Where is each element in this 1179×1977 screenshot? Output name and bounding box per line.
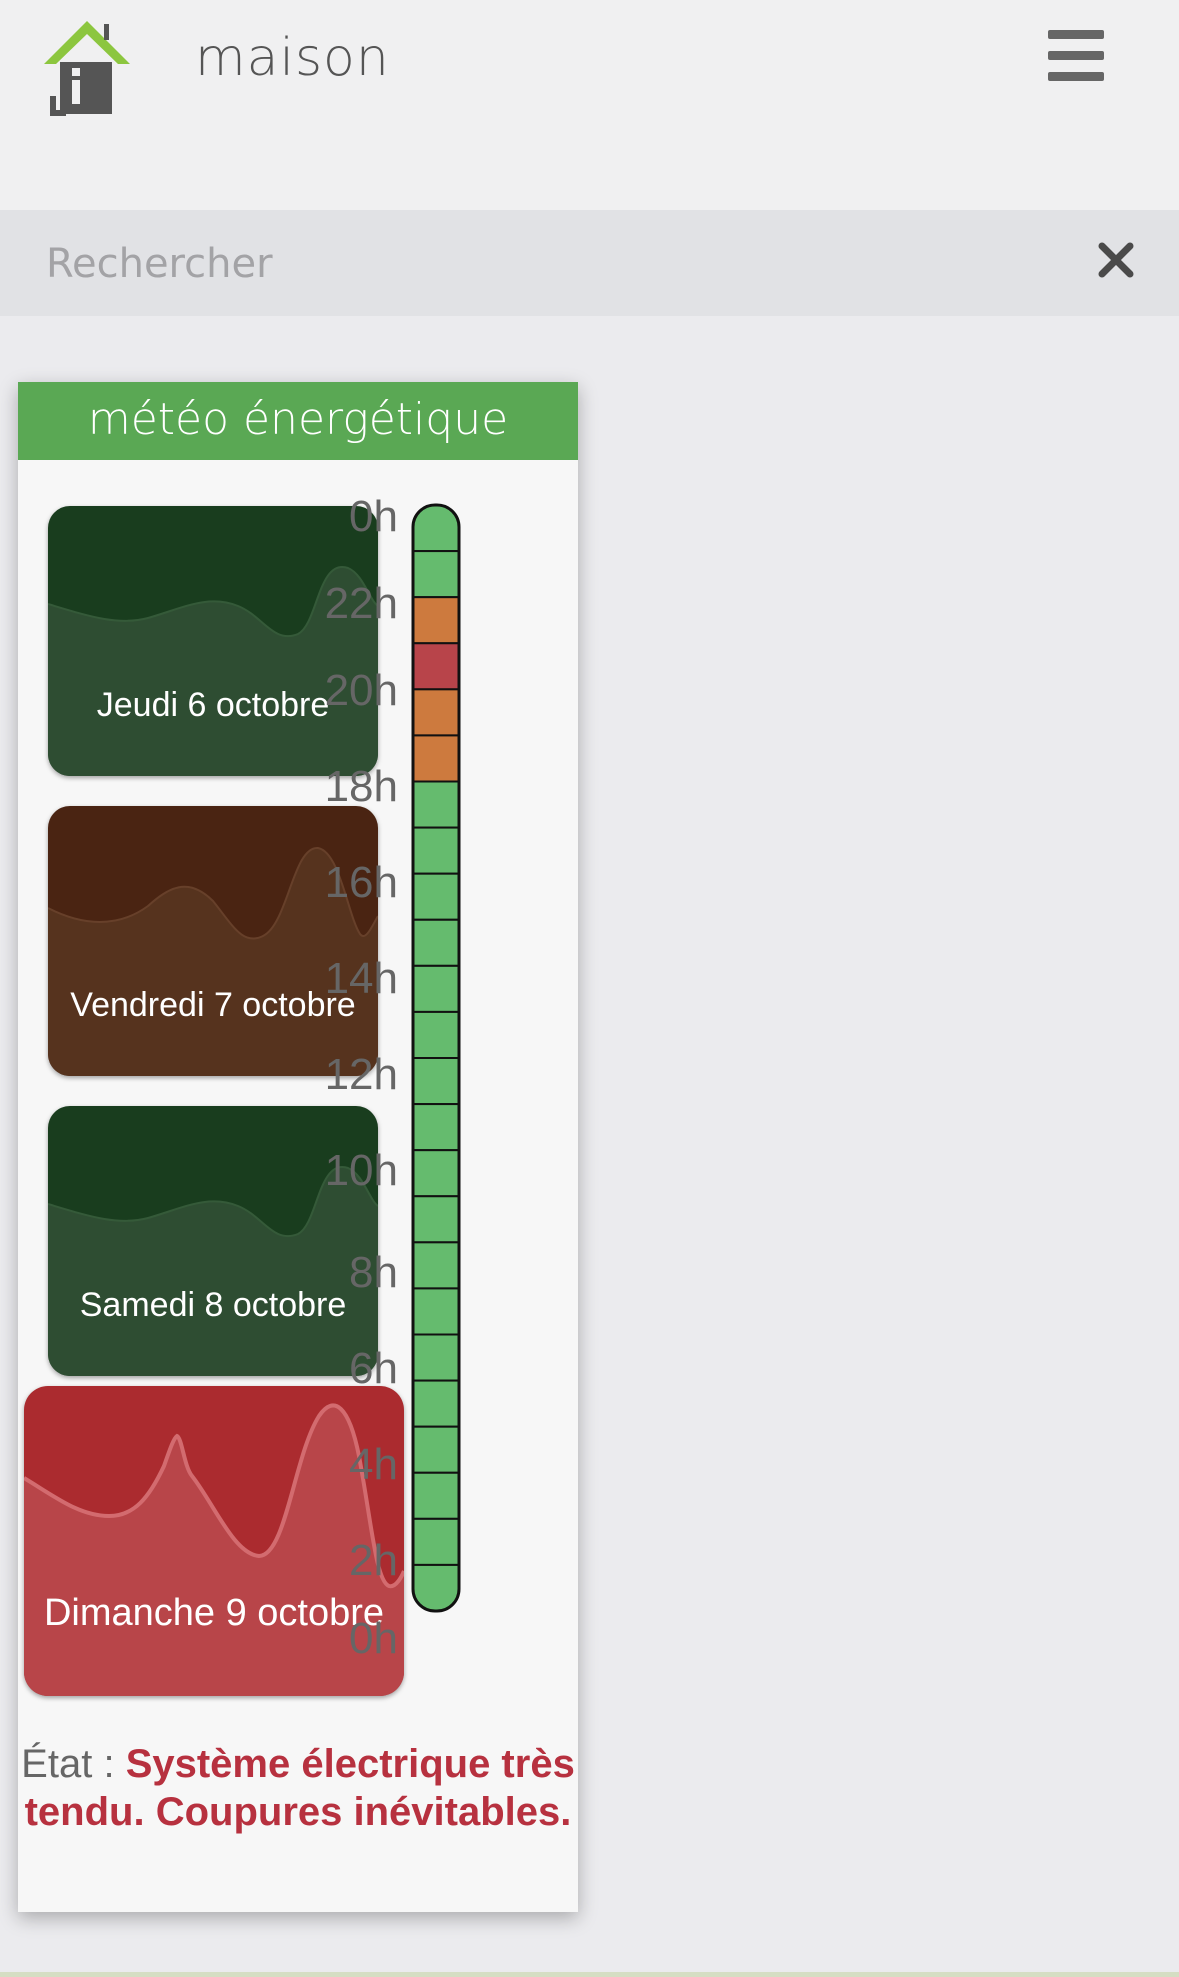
hour-label: 14h [324, 954, 398, 1003]
close-icon[interactable] [1096, 240, 1136, 280]
search-input[interactable] [44, 232, 1048, 296]
gauge-segment-green [413, 1517, 459, 1566]
gauge-segment-green [413, 1241, 459, 1290]
hour-label: 18h [324, 762, 398, 811]
day-label-dimanche: Dimanche 9 octobre [43, 1592, 385, 1634]
day-card-vendredi[interactable]: Vendredi 7 octobre [48, 806, 378, 1076]
bottom-divider [0, 1972, 1179, 1977]
hour-label: 0h [349, 1614, 398, 1663]
day-label-jeudi: Jeudi 6 octobre [96, 686, 330, 724]
house-logo-icon[interactable] [42, 18, 132, 118]
hour-label: 16h [324, 858, 398, 907]
app-title: maison [195, 28, 390, 88]
day-label-samedi: Samedi 8 octobre [79, 1286, 347, 1324]
gauge-segment-green [413, 1471, 459, 1520]
hourly-gauge [411, 503, 461, 1613]
hour-label: 22h [324, 579, 398, 628]
gauge-segment-green [413, 826, 459, 875]
energy-curve-dimanche [24, 1403, 404, 1696]
hamburger-menu-icon[interactable] [1048, 30, 1104, 82]
hour-label: 12h [324, 1050, 398, 1099]
search-bar [0, 210, 1179, 316]
gauge-segment-green [413, 1057, 459, 1106]
day-card-samedi[interactable]: Samedi 8 octobre [48, 1106, 378, 1376]
energy-curve-jeudi [48, 566, 378, 776]
energy-weather-widget: météo énergétique Jeudi 6 octobre Vendre… [18, 382, 578, 1912]
hour-label: 6h [349, 1344, 398, 1393]
status-message: État : Système électrique très tendu. Co… [18, 1740, 578, 1836]
gauge-segment-orange [413, 596, 459, 645]
gauge-segment-green [413, 1010, 459, 1059]
gauge-segment-green [413, 1149, 459, 1198]
gauge-segment-green [413, 1563, 459, 1611]
gauge-segment-orange [413, 734, 459, 783]
energy-curve-samedi [48, 1166, 378, 1376]
status-label: État : [21, 1742, 115, 1786]
gauge-segment-green [413, 1195, 459, 1244]
gauge-border [411, 503, 461, 1613]
day-card-jeudi[interactable]: Jeudi 6 octobre [48, 506, 378, 776]
gauge-segment-green [413, 550, 459, 599]
widget-title: météo énergétique [18, 382, 578, 460]
gauge-segment-green [413, 1379, 459, 1428]
hour-label: 4h [349, 1440, 398, 1489]
hour-label: 8h [349, 1248, 398, 1297]
day-label-vendredi: Vendredi 7 octobre [70, 986, 356, 1024]
day-card-dimanche[interactable]: Dimanche 9 octobre [24, 1386, 404, 1696]
gauge-segment-green [413, 505, 459, 553]
hour-label: 20h [324, 666, 398, 715]
gauge-segment-green [413, 1103, 459, 1152]
gauge-segment-green [413, 964, 459, 1013]
hour-label: 10h [324, 1146, 398, 1195]
gauge-segment-green [413, 1425, 459, 1474]
status-text: Système électrique très tendu. Coupures … [24, 1742, 575, 1834]
gauge-segment-red [413, 642, 459, 691]
gauge-segment-green [413, 872, 459, 921]
gauge-segment-orange [413, 688, 459, 737]
hour-label: 0h [349, 492, 398, 541]
gauge-segment-green [413, 780, 459, 829]
hour-label: 2h [349, 1536, 398, 1585]
gauge-segment-green [413, 918, 459, 967]
app-header: maison [0, 0, 1179, 210]
energy-curve-vendredi [48, 846, 378, 1076]
gauge-segment-green [413, 1333, 459, 1382]
gauge-segment-green [413, 1287, 459, 1336]
